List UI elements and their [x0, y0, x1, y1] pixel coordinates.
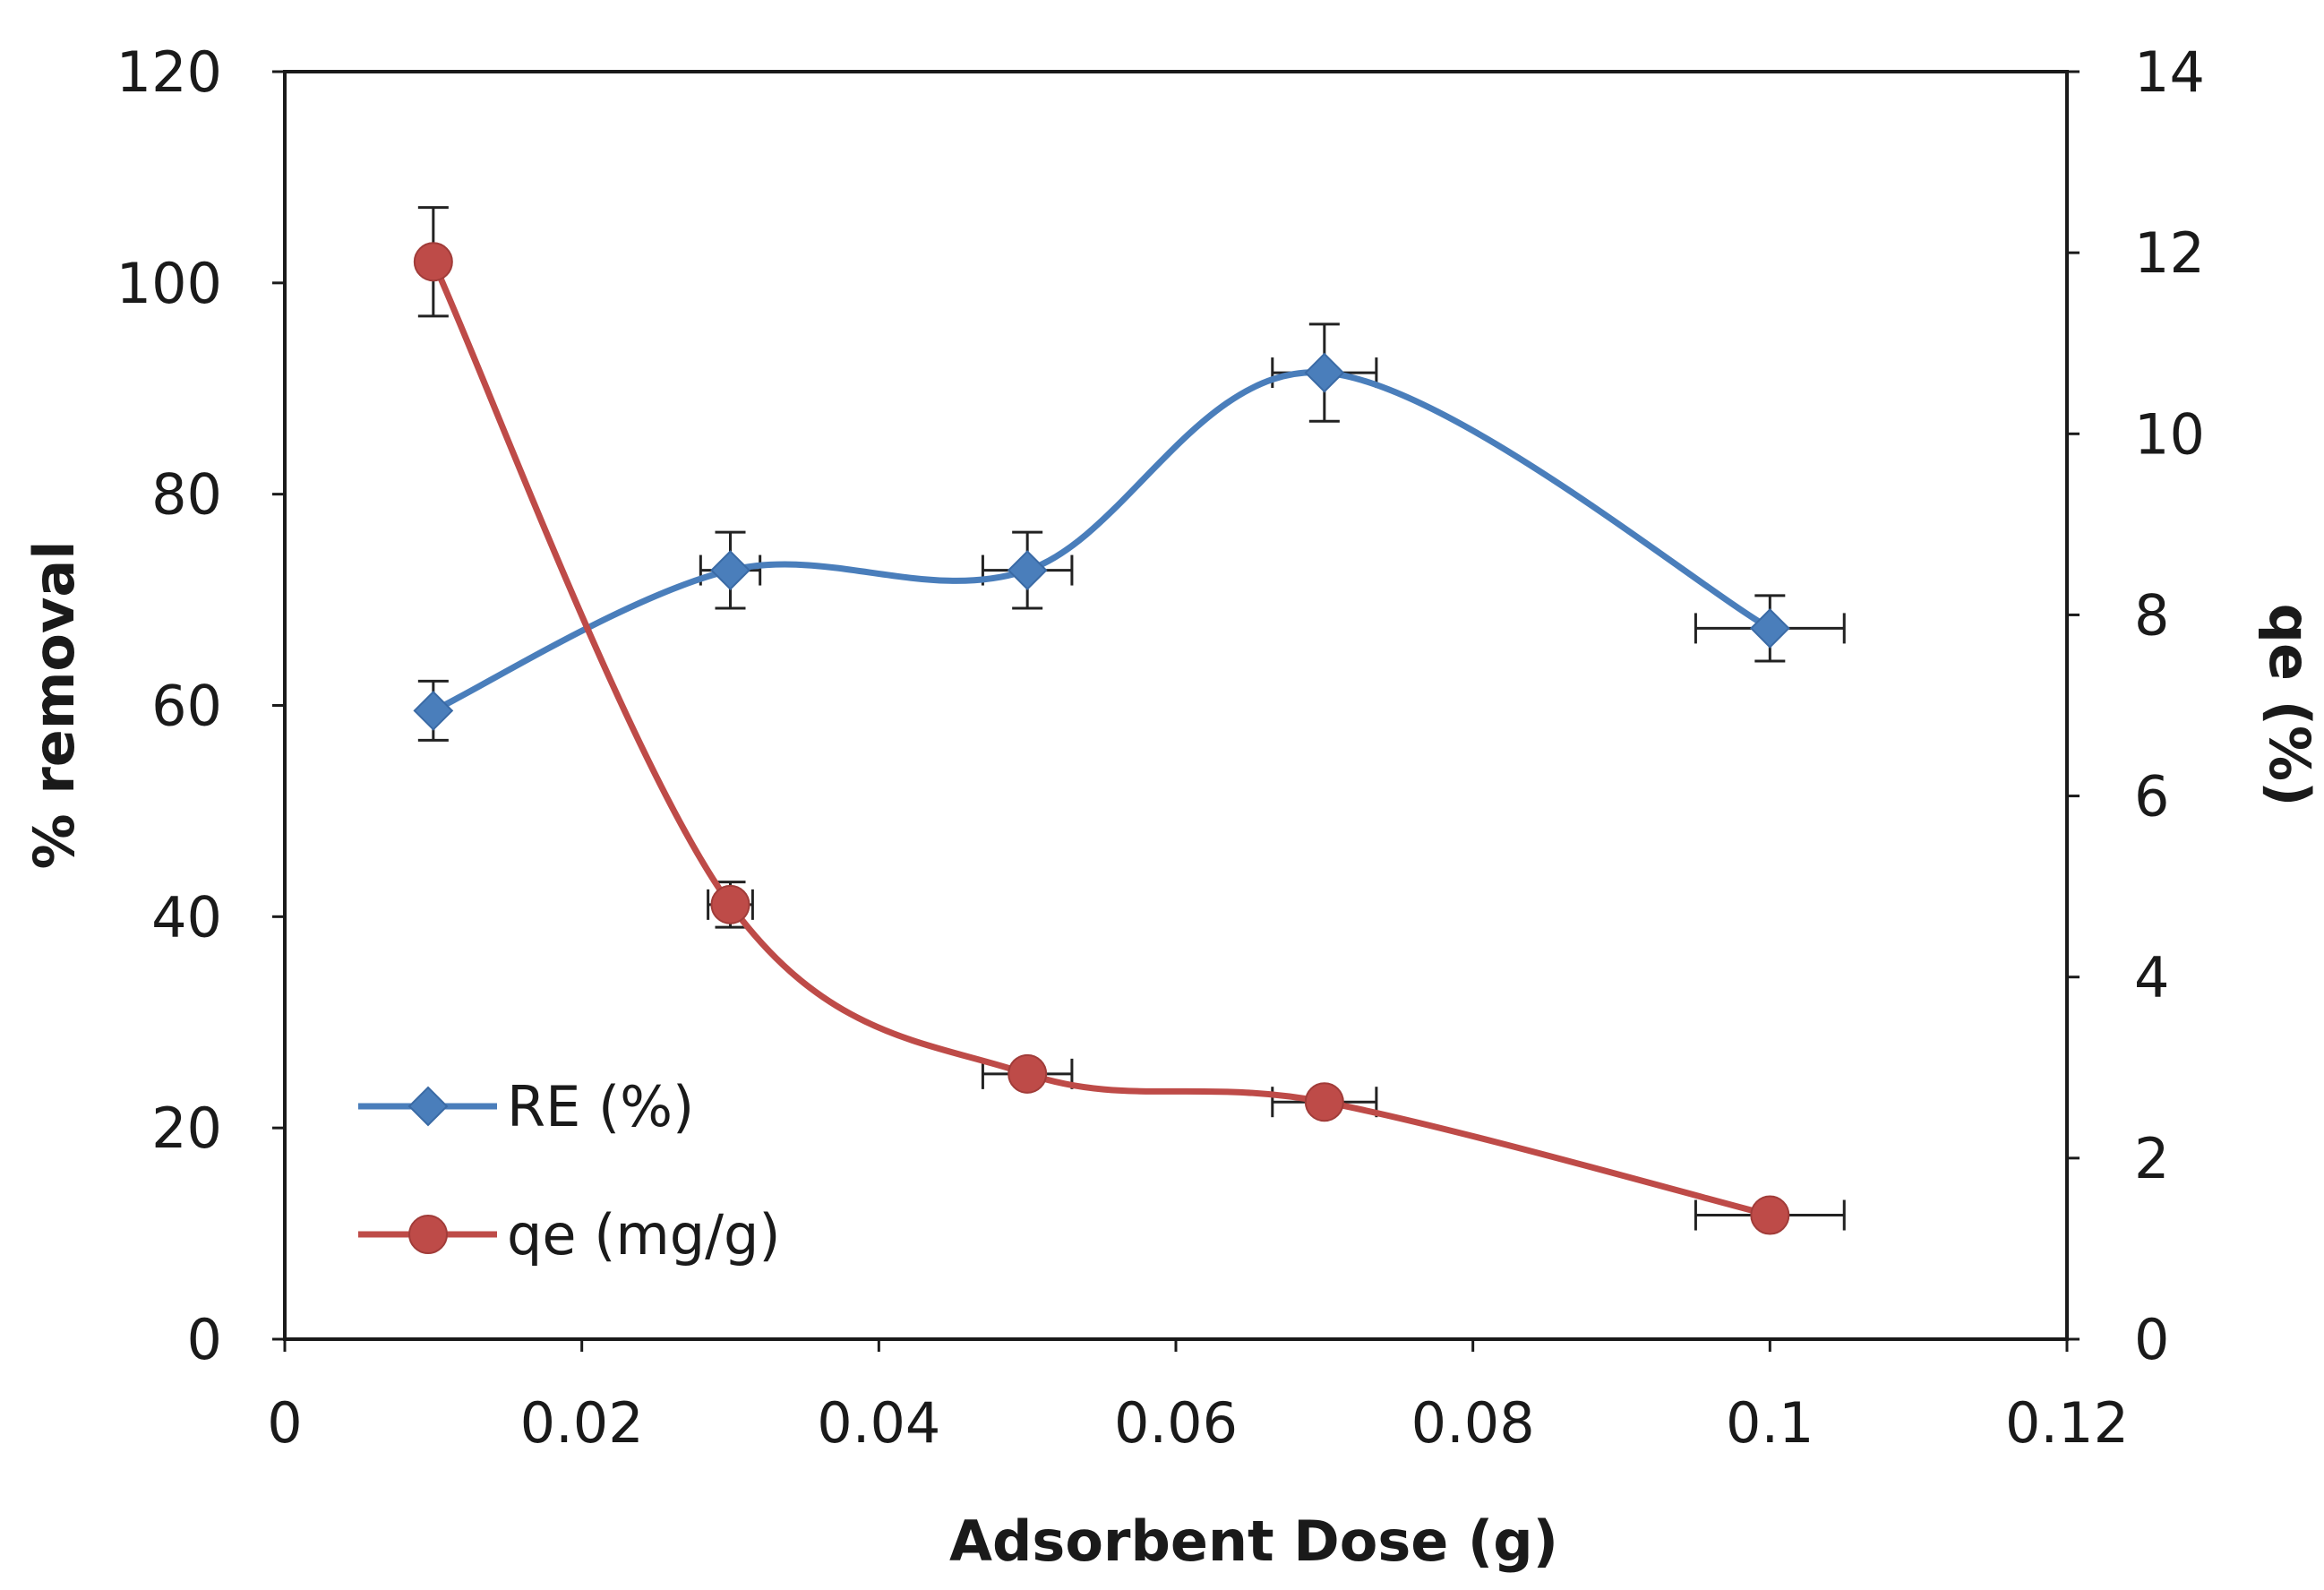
- y2-tick-label: 4: [2134, 945, 2169, 1010]
- x-axis-ticks: 0 0.02 0.04 0.06 0.08 0.1 0.12: [267, 1339, 2129, 1456]
- y-tick-label: 40: [151, 884, 222, 950]
- legend-marker-qe: [408, 1215, 448, 1254]
- data-point-diamond: [1749, 608, 1790, 649]
- y-tick-label: 120: [116, 39, 222, 105]
- data-point-circle: [413, 242, 453, 282]
- series-re: [413, 322, 1846, 742]
- y2-tick-label: 12: [2134, 220, 2205, 286]
- y-tick-label: 100: [116, 251, 222, 316]
- legend-item-qe: qe (mg/g): [358, 1202, 781, 1268]
- data-point-circle: [710, 884, 750, 924]
- series-layer: [413, 206, 1846, 1235]
- x-tick-label: 0.12: [2005, 1390, 2129, 1456]
- y2-axis-title: qe (%): [2257, 604, 2322, 807]
- y2-tick-label: 2: [2134, 1126, 2169, 1191]
- y-tick-label: 20: [151, 1096, 222, 1161]
- series-qe: [413, 206, 1846, 1235]
- legend-label-re: RE (%): [507, 1074, 694, 1139]
- x-tick-label: 0.02: [520, 1390, 644, 1456]
- y2-axis-ticks: 0 2 4 6 8 10 12 14: [2067, 39, 2205, 1372]
- data-point-diamond: [710, 550, 750, 590]
- x-tick-label: 0.1: [1726, 1390, 1814, 1456]
- y2-tick-label: 10: [2134, 401, 2205, 467]
- data-point-diamond: [413, 690, 454, 731]
- data-point-diamond: [1304, 352, 1345, 393]
- x-tick-label: 0.08: [1411, 1390, 1535, 1456]
- x-tick-label: 0.04: [817, 1390, 940, 1456]
- series-line: [432, 369, 1772, 714]
- data-point-circle: [1750, 1195, 1790, 1235]
- plot-area: [283, 70, 2069, 1341]
- y-axis-title: % removal: [21, 540, 87, 869]
- x-tick-label: 0.06: [1114, 1390, 1238, 1456]
- y2-tick-label: 8: [2134, 582, 2169, 648]
- y-tick-label: 80: [151, 462, 222, 528]
- y-tick-label: 60: [151, 674, 222, 739]
- series-line: [430, 260, 1771, 1218]
- data-point-circle: [1304, 1082, 1344, 1122]
- x-axis-title: Adsorbent Dose (g): [949, 1508, 1558, 1574]
- y2-tick-label: 14: [2134, 39, 2205, 105]
- x-tick-label: 0: [267, 1390, 302, 1456]
- y2-tick-label: 6: [2134, 764, 2169, 829]
- y-axis-ticks: 0 20 40 60 80 100 120: [116, 39, 285, 1372]
- legend-marker-re: [407, 1086, 449, 1127]
- legend-label-qe: qe (mg/g): [507, 1202, 781, 1268]
- legend: RE (%) qe (mg/g): [358, 1074, 781, 1268]
- data-point-diamond: [1007, 550, 1048, 590]
- legend-item-re: RE (%): [358, 1074, 694, 1139]
- y2-tick-label: 0: [2134, 1307, 2169, 1372]
- data-point-circle: [1008, 1053, 1048, 1094]
- y-tick-label: 0: [187, 1307, 222, 1372]
